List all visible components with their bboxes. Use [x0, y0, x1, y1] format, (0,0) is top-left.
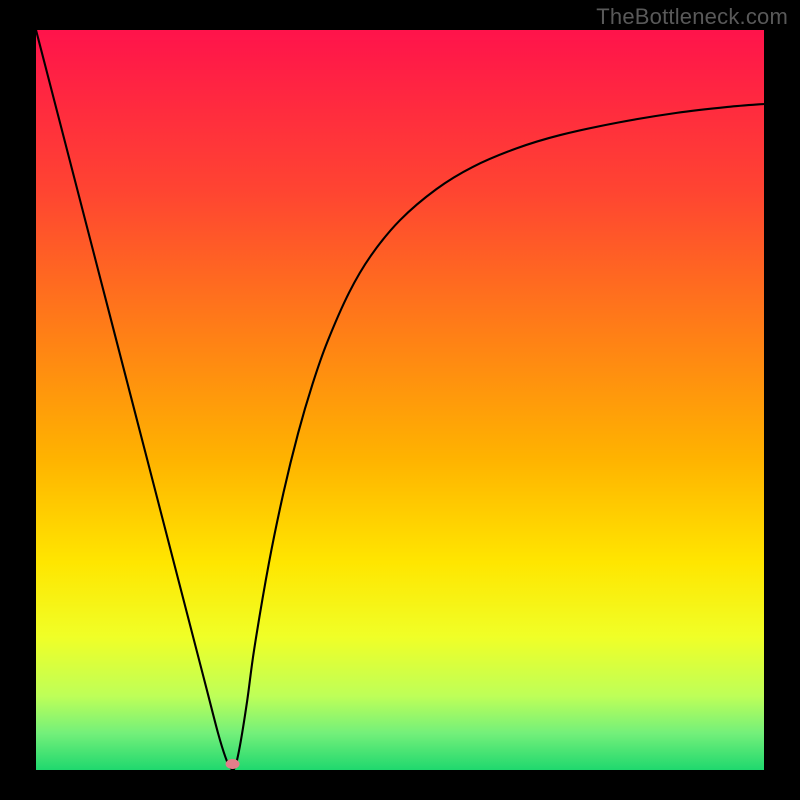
bottleneck-curve — [36, 30, 764, 770]
watermark-text: TheBottleneck.com — [596, 4, 788, 30]
chart-frame: TheBottleneck.com — [0, 0, 800, 800]
plot-area — [36, 30, 764, 770]
minimum-marker — [226, 759, 240, 769]
